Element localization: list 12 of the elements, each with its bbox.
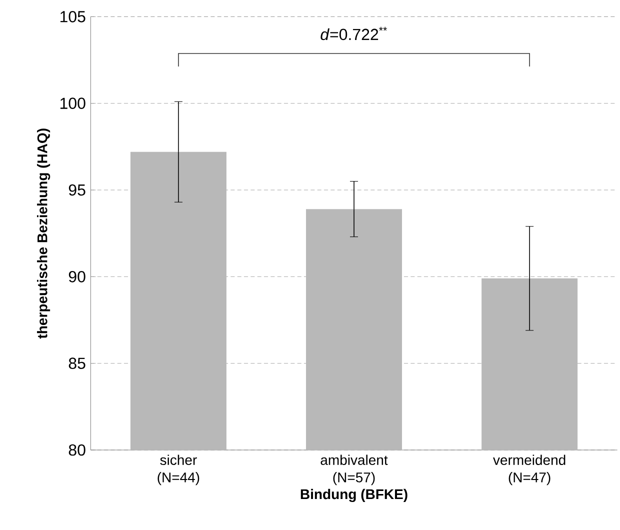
x-tick-label: vermeidend (N=47) bbox=[493, 454, 566, 486]
y-tick-label: 95 bbox=[68, 184, 86, 196]
y-tick-label: 90 bbox=[68, 271, 86, 282]
y-tick-label: 80 bbox=[68, 444, 86, 456]
y-tick-label: 100 bbox=[60, 98, 86, 109]
x-tick-label: ambivalent (N=57) bbox=[320, 454, 388, 486]
y-axis-title: therpeutische Beziehung (HAQ) bbox=[37, 128, 50, 339]
y-tick-label: 105 bbox=[60, 11, 86, 22]
annotation: d=0.722$^{**}$ bbox=[320, 26, 388, 40]
x-tick-label: sicher (N=44) bbox=[158, 454, 200, 486]
y-tick-label: 85 bbox=[68, 358, 86, 369]
x-axis-title: Bindung (BFKE) bbox=[300, 488, 408, 502]
